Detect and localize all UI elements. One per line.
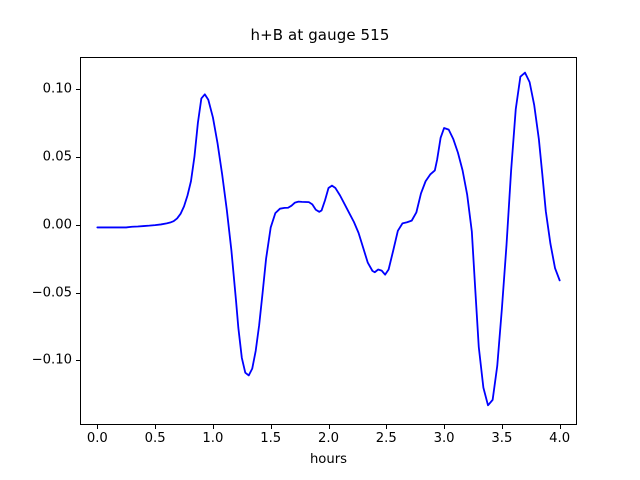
y-tick-label: 0.05	[42, 149, 72, 165]
x-tick-mark	[212, 425, 214, 429]
plot-frame	[80, 57, 577, 425]
line-series-path	[96, 71, 561, 407]
x-tick-label: 3.5	[491, 431, 513, 446]
x-tick-label: 0.0	[86, 431, 108, 446]
y-tick-mark	[76, 88, 80, 90]
y-axis-tick-labels: 0.10 0.05 0.00 −0.05 −0.10	[0, 57, 72, 425]
chart-title: h+B at gauge 515	[250, 26, 390, 44]
x-axis-tick-labels: 0.0 0.5 1.0 1.5 2.0 2.5 3.0 3.5 4.0	[0, 431, 640, 449]
x-tick-label: 2.5	[375, 431, 397, 446]
x-tick-label: 4.0	[549, 431, 571, 446]
x-tick-label: 1.5	[260, 431, 282, 446]
y-tick-label: 0.00	[42, 217, 72, 233]
y-tick-label: −0.10	[31, 352, 72, 368]
x-tick-label: 2.0	[318, 431, 339, 446]
x-tick-mark	[328, 425, 330, 429]
line-series-svg	[96, 71, 561, 407]
y-tick-mark	[76, 224, 80, 226]
x-tick-mark	[559, 425, 561, 429]
y-tick-mark	[76, 292, 80, 294]
x-tick-mark	[270, 425, 272, 429]
x-tick-label: 1.0	[202, 431, 224, 446]
x-tick-mark	[155, 425, 157, 429]
x-tick-label: 3.0	[433, 431, 455, 446]
x-axis-label: hours	[309, 452, 348, 467]
y-tick-mark	[76, 156, 80, 158]
x-tick-mark	[97, 425, 99, 429]
y-tick-label: −0.05	[31, 285, 72, 301]
x-tick-mark	[386, 425, 388, 429]
y-tick-label: 0.10	[42, 81, 72, 97]
x-tick-label: 0.5	[144, 431, 166, 446]
x-tick-mark	[444, 425, 446, 429]
x-tick-mark	[501, 425, 503, 429]
plot-area	[80, 57, 577, 425]
y-tick-mark	[76, 360, 80, 362]
